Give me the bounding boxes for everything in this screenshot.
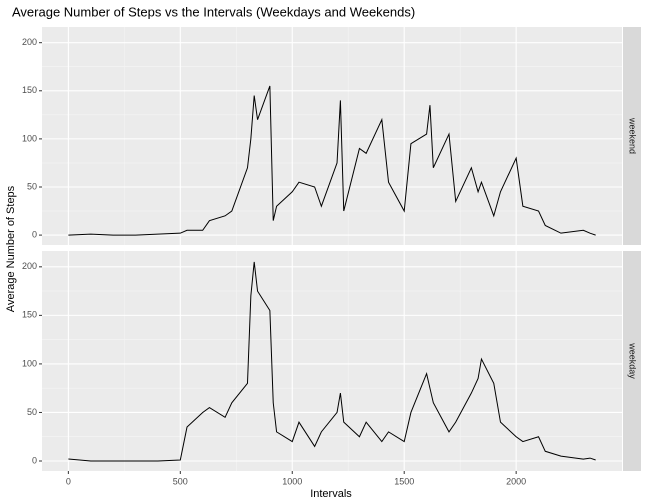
y-tick-label: 100 [22,133,37,143]
facet-label: weekend [628,117,638,154]
y-tick-label: 100 [22,358,37,368]
facet-strip [623,27,641,245]
x-tick-label: 2000 [506,476,526,486]
y-tick-label: 0 [32,455,37,465]
x-tick-label: 1000 [282,476,302,486]
x-tick-label: 500 [173,476,188,486]
panel-background [42,27,622,245]
y-tick-label: 200 [22,37,37,47]
y-tick-label: 50 [27,407,37,417]
y-tick-label: 150 [22,85,37,95]
x-axis-label: Intervals [310,488,352,500]
x-tick-label: 1500 [394,476,414,486]
panel-background [42,251,622,471]
facet-label: weekday [628,342,638,379]
y-axis-label: Average Number of Steps [5,185,17,312]
y-tick-label: 150 [22,310,37,320]
y-tick-label: 50 [27,181,37,191]
series-line [68,261,596,462]
y-tick-label: 0 [32,229,37,239]
chart-title: Average Number of Steps vs the Intervals… [12,4,415,19]
series-line [68,85,596,236]
y-tick-label: 200 [22,261,37,271]
x-tick-label: 0 [66,476,71,486]
facet-strip [623,251,641,471]
